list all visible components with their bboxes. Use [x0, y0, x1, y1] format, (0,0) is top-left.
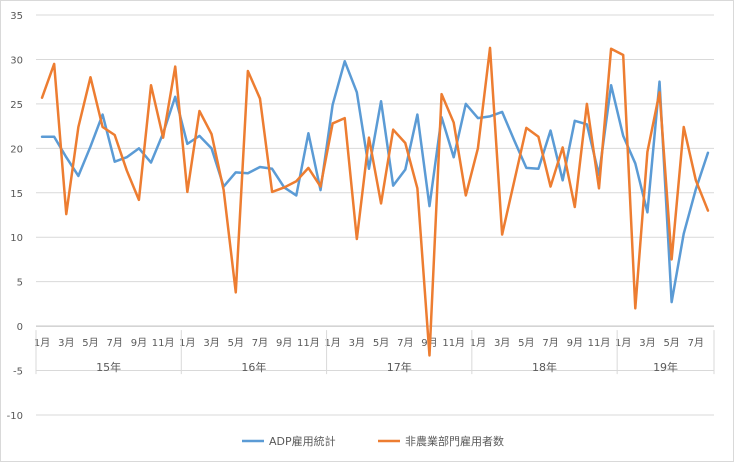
year-label: 19年 [653, 360, 678, 374]
y-tick-label: 25 [10, 100, 23, 111]
gridlines [36, 14, 714, 416]
x-tick-label: 7月 [688, 337, 704, 349]
x-tick-label: 7月 [542, 337, 558, 349]
year-label: 18年 [532, 360, 557, 374]
x-tick-label: 11月 [152, 337, 175, 349]
x-tick-label: 1月 [615, 337, 631, 349]
y-axis: -10 -5 0 5 10 15 20 25 30 35 [7, 11, 23, 422]
x-tick-label: 7月 [397, 337, 413, 349]
y-tick-label: 10 [10, 233, 23, 244]
x-tick-label: 3月 [203, 337, 219, 349]
x-tick-label: 9月 [276, 337, 292, 349]
x-tick-label: 11月 [588, 337, 611, 349]
x-tick-label: 1月 [470, 337, 486, 349]
x-tick-label: 5月 [228, 337, 244, 349]
y-tick-label: -10 [7, 411, 23, 422]
x-tick-label: 7月 [252, 337, 268, 349]
year-label: 16年 [241, 360, 266, 374]
x-tick-label: 3月 [349, 337, 365, 349]
series-lines [40, 46, 710, 357]
x-tick-label: 5月 [373, 337, 389, 349]
x-tick-label: 5月 [663, 337, 679, 349]
series-line-2 [40, 46, 710, 357]
x-tick-label: 1月 [324, 337, 340, 349]
y-tick-label: 30 [10, 55, 23, 66]
y-tick-label: -5 [13, 367, 23, 378]
legend-label-1: ADP雇用統計 [269, 434, 336, 448]
y-tick-label: 0 [17, 322, 23, 333]
x-tick-label: 11月 [297, 337, 320, 349]
y-tick-label: 15 [10, 189, 23, 200]
y-tick-label: 5 [17, 278, 23, 289]
y-tick-label: 35 [10, 11, 23, 22]
x-tick-label: 11月 [442, 337, 465, 349]
x-tick-label: 3月 [494, 337, 510, 349]
x-tick-label: 1月 [34, 337, 50, 349]
y-tick-label: 20 [10, 144, 23, 155]
x-tick-label: 9月 [567, 337, 583, 349]
year-label: 15年 [96, 360, 121, 374]
year-label: 17年 [387, 360, 412, 374]
x-tick-label: 1月 [179, 337, 195, 349]
x-tick-label: 3月 [639, 337, 655, 349]
x-tick-label: 3月 [58, 337, 74, 349]
legend-label-2: 非農業部門雇用者数 [405, 434, 504, 448]
x-tick-label: 5月 [518, 337, 534, 349]
x-tick-label: 5月 [82, 337, 98, 349]
x-axis: 1月 3月 5月 7月 9月 11月 1月 3月 5月 7月 9月 11月 1月 3月 5月 7月 9月 11月 1… [34, 325, 715, 375]
x-tick-label: 7月 [107, 337, 123, 349]
legend: ADP雇用統計 非農業部門雇用者数 [242, 434, 504, 448]
x-tick-label: 9月 [131, 337, 147, 349]
